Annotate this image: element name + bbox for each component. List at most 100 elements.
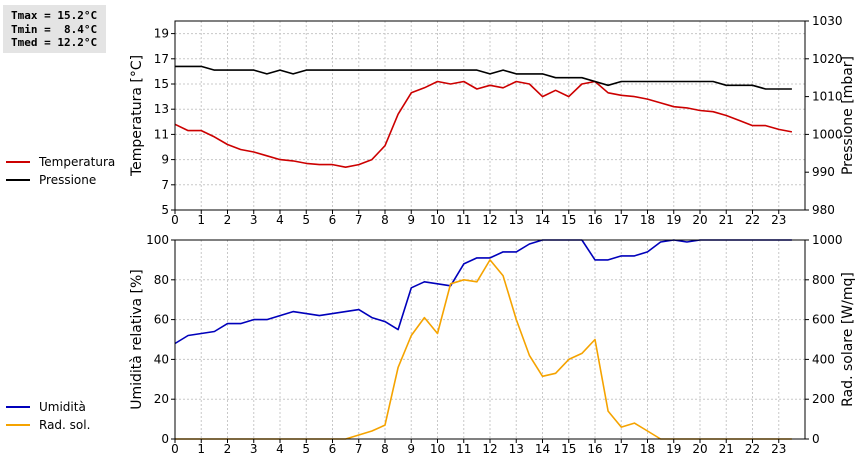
y-tick-label: 20 <box>154 392 169 406</box>
legend-swatch-temperatura <box>6 161 30 163</box>
y-tick-label: 7 <box>161 178 169 192</box>
x-tick-label: 22 <box>745 442 760 456</box>
x-tick-label: 22 <box>745 213 760 227</box>
legend-top: Temperatura Pressione <box>6 153 115 189</box>
x-tick-label: 19 <box>666 442 681 456</box>
y2-tick-label: 0 <box>812 432 820 446</box>
x-tick-label: 14 <box>535 213 550 227</box>
x-tick-label: 23 <box>771 442 786 456</box>
tmed-label: Tmed = 12.2°C <box>11 36 98 49</box>
x-tick-label: 0 <box>171 213 179 227</box>
x-tick-label: 14 <box>535 442 550 456</box>
x-tick-label: 15 <box>561 213 576 227</box>
y-tick-label: 15 <box>154 77 169 91</box>
chart-panel-2: 0 1 2 3 4 5 6 7 8 9 10 11 12 13 14 15 16 17 18 19 20 21 22 2302… <box>129 233 856 456</box>
y-axis-title: Temperatura [°C] <box>129 55 145 177</box>
y2-tick-label: 800 <box>812 273 835 287</box>
y-tick-label: 80 <box>154 273 169 287</box>
y-tick-label: 0 <box>161 432 169 446</box>
x-tick-label: 5 <box>302 442 310 456</box>
x-tick-label: 3 <box>250 442 258 456</box>
tmax-label: Tmax = 15.2°C <box>11 9 98 22</box>
legend-swatch-pressione <box>6 179 30 181</box>
x-tick-label: 3 <box>250 213 258 227</box>
y2-tick-label: 600 <box>812 313 835 327</box>
series-line-temperatura <box>174 80 793 168</box>
y2-tick-label: 990 <box>812 165 835 179</box>
legend-swatch-umidita <box>6 406 30 408</box>
x-tick-label: 1 <box>197 213 205 227</box>
x-tick-label: 23 <box>771 213 786 227</box>
y2-tick-label: 1030 <box>812 14 843 28</box>
stats-box: Tmax = 15.2°C Tmin = 8.4°C Tmed = 12.2°C <box>3 5 106 53</box>
x-tick-label: 11 <box>456 213 471 227</box>
y-tick-label: 60 <box>154 313 169 327</box>
y2-tick-label: 980 <box>812 203 835 217</box>
x-tick-label: 8 <box>381 442 389 456</box>
x-tick-label: 13 <box>509 213 524 227</box>
legend-label-temperatura: Temperatura <box>39 155 116 169</box>
x-tick-label: 20 <box>692 213 707 227</box>
x-tick-label: 11 <box>456 442 471 456</box>
y-tick-label: 17 <box>154 52 169 66</box>
legend-item-umidita: Umidità <box>6 398 90 416</box>
y2-axis-title: Rad. solare [W/mq] <box>840 272 856 407</box>
y2-tick-label: 1010 <box>812 90 843 104</box>
y2-tick-label: 1000 <box>812 233 843 247</box>
x-tick-label: 16 <box>587 213 602 227</box>
y2-tick-label: 1020 <box>812 52 843 66</box>
chart-panel-1: 0 1 2 3 4 5 6 7 8 9 10 11 12 13 14 15 16 17 18 19 20 21 22 2357… <box>129 14 856 227</box>
x-tick-label: 6 <box>329 213 337 227</box>
y-axis-title: Umidità relativa [%] <box>129 269 145 410</box>
x-tick-label: 4 <box>276 442 284 456</box>
y-tick-label: 40 <box>154 352 169 366</box>
legend-item-radiazione: Rad. sol. <box>6 416 90 434</box>
x-tick-label: 17 <box>614 213 629 227</box>
series-line-radiazione <box>175 259 792 440</box>
legend-label-umidita: Umidità <box>39 400 86 414</box>
y-tick-label: 5 <box>161 203 169 217</box>
y-tick-label: 19 <box>154 27 169 41</box>
x-tick-label: 18 <box>640 442 655 456</box>
x-tick-label: 8 <box>381 213 389 227</box>
y-tick-label: 9 <box>161 153 169 167</box>
x-tick-label: 7 <box>355 442 363 456</box>
x-tick-label: 2 <box>224 213 232 227</box>
series-line-umidita <box>174 239 792 345</box>
x-tick-label: 21 <box>719 213 734 227</box>
legend-item-temperatura: Temperatura <box>6 153 115 171</box>
y2-tick-label: 200 <box>812 392 835 406</box>
legend-label-pressione: Pressione <box>39 173 97 187</box>
legend-bottom: Umidità Rad. sol. <box>6 398 90 434</box>
x-tick-label: 15 <box>561 442 576 456</box>
x-tick-label: 1 <box>197 442 205 456</box>
legend-item-pressione: Pressione <box>6 171 115 189</box>
y-tick-label: 13 <box>154 102 169 116</box>
legend-label-radiazione: Rad. sol. <box>39 418 91 432</box>
x-tick-label: 5 <box>302 213 310 227</box>
x-tick-label: 6 <box>329 442 337 456</box>
tmin-label: Tmin = 8.4°C <box>11 22 98 36</box>
x-tick-label: 16 <box>587 442 602 456</box>
x-tick-label: 7 <box>355 213 363 227</box>
x-tick-label: 21 <box>719 442 734 456</box>
x-tick-label: 4 <box>276 213 284 227</box>
y2-tick-label: 400 <box>812 352 835 366</box>
y2-tick-label: 1000 <box>812 127 843 141</box>
x-tick-label: 12 <box>482 213 497 227</box>
legend-swatch-radiazione <box>6 424 30 426</box>
x-tick-label: 13 <box>509 442 524 456</box>
x-tick-label: 10 <box>430 213 445 227</box>
x-tick-label: 10 <box>430 442 445 456</box>
x-tick-label: 9 <box>407 442 415 456</box>
x-tick-label: 2 <box>224 442 232 456</box>
y-tick-label: 11 <box>154 127 169 141</box>
x-tick-label: 0 <box>171 442 179 456</box>
x-tick-label: 18 <box>640 213 655 227</box>
y-tick-label: 100 <box>146 233 169 247</box>
x-tick-label: 17 <box>614 442 629 456</box>
y2-axis-title: Pressione [mbar] <box>840 56 856 175</box>
x-tick-label: 9 <box>407 213 415 227</box>
x-tick-label: 12 <box>482 442 497 456</box>
